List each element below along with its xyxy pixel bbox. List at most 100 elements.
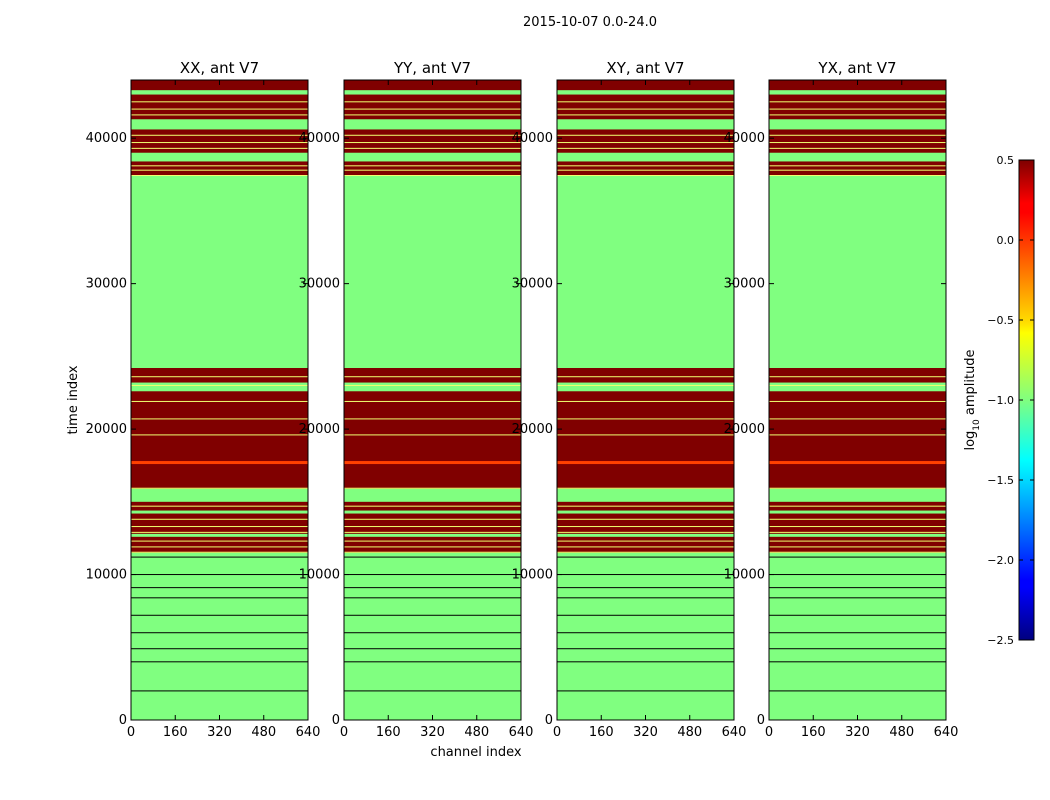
heatmap-row-line — [769, 505, 946, 507]
y-tick-label: 0 — [545, 713, 553, 728]
heatmap-band-edge — [557, 551, 734, 553]
heatmap-row-line — [131, 400, 308, 402]
x-tick-label: 480 — [464, 725, 489, 740]
panel-title: YX, ant V7 — [817, 59, 896, 77]
heatmap-gap — [131, 382, 308, 392]
heatmap-row-line — [769, 526, 946, 528]
heatmap-row-line — [557, 546, 734, 548]
heatmap-row-line — [557, 540, 734, 542]
heatmap-row-line — [344, 556, 521, 558]
heatmap-row-line — [557, 114, 734, 116]
heatmap-row-line — [344, 526, 521, 528]
heatmap-row-line — [344, 108, 521, 110]
heatmap-gap — [557, 90, 734, 95]
heatmap-row-line — [769, 574, 946, 576]
x-tick-label: 640 — [296, 725, 321, 740]
heatmap-row-line — [769, 418, 946, 420]
heatmap-row-line — [344, 169, 521, 171]
heatmap-gap — [131, 152, 308, 162]
heatmap-row-line — [344, 587, 521, 589]
y-tick-label: 0 — [332, 713, 340, 728]
heatmap-gap — [131, 90, 308, 95]
heatmap-band — [769, 501, 946, 553]
heatmap-band-edge — [769, 175, 946, 176]
colorbar: 0.5 0.0 −0.5 −1.0 −1.5 −2.0 −2.5 log10 amplitud… — [963, 154, 1035, 647]
x-tick-label: 0 — [127, 725, 135, 740]
heatmap-row-line — [769, 614, 946, 616]
y-tick-label: 10000 — [299, 568, 340, 583]
heatmap-row-line — [344, 142, 521, 144]
heatmap-row-line — [131, 648, 308, 650]
heatmap-row-line — [344, 400, 521, 402]
y-tick-label: 30000 — [724, 277, 765, 292]
heatmap-row-line — [769, 134, 946, 136]
heatmap-gap — [131, 510, 308, 514]
heatmap-row-line — [769, 690, 946, 692]
heatmap-row-line — [131, 546, 308, 548]
heatmap-gap — [344, 90, 521, 95]
heatmap-row-line — [131, 147, 308, 149]
heatmap-hot-row — [131, 461, 308, 465]
heatmap-gap — [557, 152, 734, 162]
heatmap-row-line — [769, 597, 946, 599]
x-tick-label: 160 — [163, 725, 188, 740]
heatmap-row-line — [131, 142, 308, 144]
heatmap-row-line — [344, 574, 521, 576]
y-tick-label: 30000 — [86, 277, 127, 292]
heatmap-gap — [769, 533, 946, 537]
heatmap-row-line — [344, 376, 521, 378]
x-tick-label: 160 — [589, 725, 614, 740]
x-tick-label: 0 — [553, 725, 561, 740]
heatmap-row-line — [131, 376, 308, 378]
heatmap-row-line — [769, 147, 946, 149]
heatmap-band — [344, 501, 521, 553]
heatmap-panel: YX, ant V7 0 160 320 480 640 0 10000 20000 30000 4… — [724, 59, 959, 740]
x-tick-label: 640 — [722, 725, 747, 740]
heatmap-hot-row — [769, 461, 946, 465]
heatmap-row-line — [769, 101, 946, 103]
colorbar-tick-label: −0.5 — [987, 314, 1014, 327]
y-tick-label: 40000 — [724, 131, 765, 146]
heatmap-row-line — [769, 661, 946, 663]
heatmap-row-line — [131, 690, 308, 692]
heatmap-row-line — [131, 114, 308, 116]
heatmap-row-line — [769, 142, 946, 144]
y-tick-label: 20000 — [512, 422, 553, 437]
heatmap-row-line — [557, 556, 734, 558]
heatmap-row-line — [344, 632, 521, 634]
heatmap-row-line — [131, 574, 308, 576]
y-tick-label: 40000 — [512, 131, 553, 146]
x-tick-label: 0 — [340, 725, 348, 740]
heatmap-row-line — [131, 418, 308, 420]
heatmap-gap — [557, 533, 734, 537]
heatmap-row-line — [344, 597, 521, 599]
heatmap-row-line — [131, 661, 308, 663]
heatmap-band-edge — [557, 175, 734, 176]
panel-title: YY, ant V7 — [393, 59, 471, 77]
x-tick-label: 320 — [633, 725, 658, 740]
heatmap-row-line — [344, 518, 521, 520]
x-tick-label: 640 — [934, 725, 959, 740]
heatmap-row-line — [557, 526, 734, 528]
x-tick-label: 320 — [420, 725, 445, 740]
heatmap-band-edge — [131, 487, 308, 489]
y-tick-label: 10000 — [724, 568, 765, 583]
heatmap-row-line — [131, 614, 308, 616]
colorbar-tick-label: 0.0 — [997, 234, 1015, 247]
heatmap-band-edge — [557, 487, 734, 489]
heatmap-row-line — [557, 648, 734, 650]
heatmap-row-line — [344, 505, 521, 507]
heatmap-band-edge — [769, 487, 946, 489]
heatmap-row-line — [131, 108, 308, 110]
heatmap-row-line — [344, 384, 521, 386]
heatmap-row-line — [769, 114, 946, 116]
heatmap-row-line — [131, 134, 308, 136]
heatmap-band-edge — [344, 551, 521, 553]
heatmap-gap — [131, 119, 308, 130]
x-tick-label: 480 — [889, 725, 914, 740]
heatmap-row-line — [131, 587, 308, 589]
y-tick-label: 20000 — [299, 422, 340, 437]
colorbar-tick-label: −1.5 — [987, 474, 1014, 487]
heatmap-row-line — [131, 434, 308, 436]
heatmap-row-line — [131, 597, 308, 599]
